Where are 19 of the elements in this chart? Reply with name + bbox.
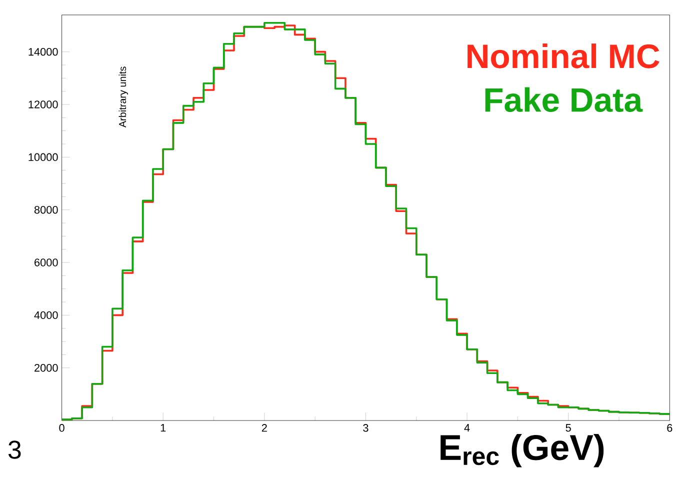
y-axis-title: Arbitrary units bbox=[118, 66, 128, 128]
x-tick-label: 0 bbox=[59, 424, 64, 432]
x-tick-label: 3 bbox=[363, 424, 368, 432]
text: Fake Data bbox=[485, 87, 643, 112]
y-tick-label: 14000 bbox=[28, 48, 58, 56]
y-tick-label: 8000 bbox=[34, 206, 58, 214]
text: 3 bbox=[8, 440, 21, 459]
x-tick-label: 2 bbox=[262, 424, 267, 432]
y-tick-label: 12000 bbox=[28, 100, 58, 108]
x-tick-label: 6 bbox=[667, 424, 672, 432]
x-axis-title: E$_{rec}$ (GeV) bbox=[440, 434, 604, 468]
text: Nominal MC bbox=[468, 43, 660, 68]
y-tick-label: 2000 bbox=[34, 364, 58, 372]
x-tick-label: 5 bbox=[566, 424, 571, 432]
y-tick-label: 4000 bbox=[34, 311, 58, 319]
x-tick-label: 4 bbox=[464, 424, 470, 432]
y-tick-label: 6000 bbox=[34, 258, 58, 266]
y-tick-label: 10000 bbox=[28, 153, 58, 161]
x-tick-label: 1 bbox=[160, 424, 166, 432]
